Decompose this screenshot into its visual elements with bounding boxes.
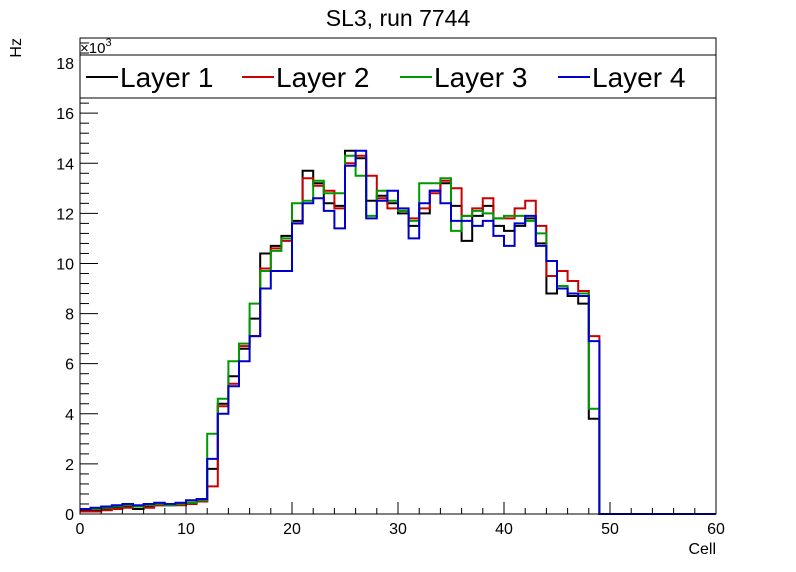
y-tick-label: 14 xyxy=(56,156,74,173)
x-axis-label: Cell xyxy=(688,541,716,558)
y-tick-label: 4 xyxy=(65,407,74,424)
y-tick-label: 2 xyxy=(65,457,74,474)
x-axis: 0 10 20 30 40 50 60 xyxy=(76,502,725,538)
y-tick-label: 10 xyxy=(56,256,74,273)
y-tick-label: 16 xyxy=(56,106,74,123)
series-line-layer-4 xyxy=(80,149,716,515)
chart-title: SL3, run 7744 xyxy=(326,5,471,31)
y-tick-label: 8 xyxy=(65,307,74,324)
x-tick-label: 10 xyxy=(177,521,195,538)
y-tick-label: 18 xyxy=(56,56,74,73)
x-tick-label: 50 xyxy=(601,521,619,538)
legend-label-layer-4: Layer 4 xyxy=(592,62,685,93)
x-tick-label: 0 xyxy=(76,521,85,538)
legend-label-layer-1: Layer 1 xyxy=(120,62,213,93)
legend-label-layer-3: Layer 3 xyxy=(434,62,527,93)
x-tick-label: 60 xyxy=(707,521,725,538)
x-tick-label: 20 xyxy=(283,521,301,538)
y-tick-label: 0 xyxy=(65,507,74,524)
y-axis: 0 2 4 6 8 10 12 14 16 18 xyxy=(56,42,98,524)
x-tick-label: 30 xyxy=(389,521,407,538)
y-exponent-power: 3 xyxy=(105,37,111,49)
series-line-layer-2 xyxy=(80,154,716,515)
legend: Layer 1 Layer 2 Layer 3 Layer 4 xyxy=(79,54,717,99)
y-exponent: ×103 xyxy=(80,37,112,57)
y-exponent-base: ×10 xyxy=(80,40,105,57)
x-tick-label: 40 xyxy=(495,521,513,538)
y-axis-label: Hz xyxy=(8,38,25,58)
y-tick-label: 12 xyxy=(56,206,74,223)
legend-box xyxy=(79,54,717,99)
legend-label-layer-2: Layer 2 xyxy=(276,62,369,93)
y-tick-label: 6 xyxy=(65,357,74,374)
